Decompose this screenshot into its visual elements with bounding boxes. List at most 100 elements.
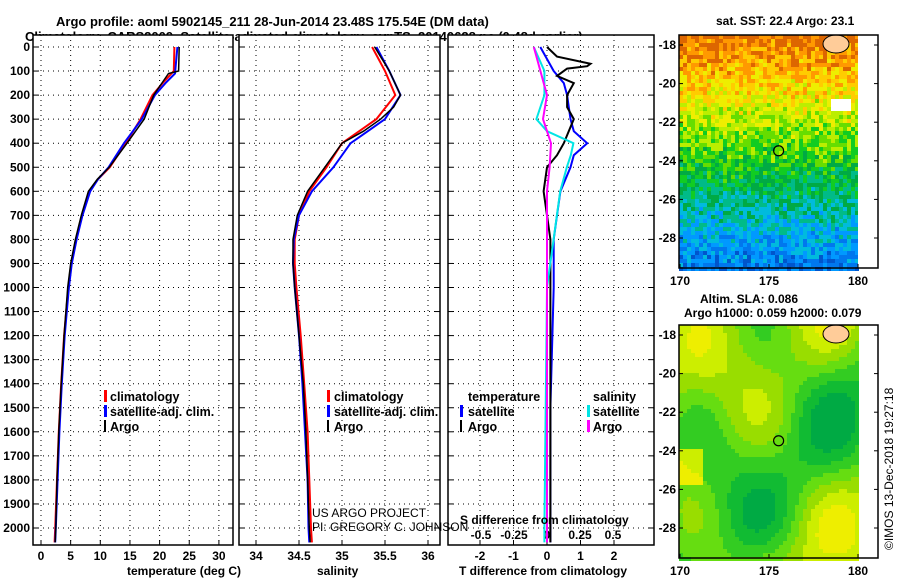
map-cell (819, 67, 823, 71)
map-cell (839, 123, 843, 127)
map-cell (819, 433, 823, 437)
map-cell (755, 341, 759, 345)
map-cell (847, 461, 851, 465)
map-cell (851, 219, 855, 223)
map-cell (743, 39, 747, 43)
map-cell (755, 191, 759, 195)
map-cell (819, 389, 823, 393)
map-cell (827, 255, 831, 259)
map-cell (855, 51, 859, 55)
map-cell (779, 365, 783, 369)
map-cell (731, 357, 735, 361)
map-cell (731, 207, 735, 211)
map-cell (719, 91, 723, 95)
map-cell (727, 401, 731, 405)
map-cell (803, 473, 807, 477)
map-cell (851, 123, 855, 127)
map-cell (755, 139, 759, 143)
map-cell (827, 63, 831, 67)
map-cell (747, 493, 751, 497)
map-cell (775, 83, 779, 87)
map-cell (815, 127, 819, 131)
map-cell (759, 441, 763, 445)
map-cell (759, 159, 763, 163)
map-cell (723, 151, 727, 155)
map-cell (819, 143, 823, 147)
map-cell (815, 341, 819, 345)
map-cell (783, 433, 787, 437)
map-cell (771, 243, 775, 247)
map-cell (771, 365, 775, 369)
map-cell (771, 251, 775, 255)
map-cell (727, 75, 731, 79)
map-cell (779, 163, 783, 167)
map-cell (787, 223, 791, 227)
map-cell (839, 361, 843, 365)
map-cell (691, 501, 695, 505)
map-cell (719, 231, 723, 235)
map-cell (835, 385, 839, 389)
map-cell (731, 123, 735, 127)
map-cell (695, 457, 699, 461)
x-tick-label: 0 (544, 549, 551, 563)
map-cell (739, 203, 743, 207)
map-cell (783, 35, 787, 39)
map-cell (711, 83, 715, 87)
map-cell (815, 369, 819, 373)
map-cell (835, 115, 839, 119)
map-cell (839, 139, 843, 143)
map-cell (775, 155, 779, 159)
map-cell (723, 39, 727, 43)
map-cell (843, 461, 847, 465)
map-cell (775, 373, 779, 377)
map-cell (711, 43, 715, 47)
map-cell (843, 191, 847, 195)
map-cell (771, 219, 775, 223)
map-cell (703, 469, 707, 473)
map-cell (827, 405, 831, 409)
map-cell (843, 159, 847, 163)
map-cell (839, 429, 843, 433)
map-cell (687, 369, 691, 373)
map-cell (847, 469, 851, 473)
map-cell (711, 409, 715, 413)
map-cell (767, 477, 771, 481)
map-cell (731, 135, 735, 139)
map-cell (791, 231, 795, 235)
map-cell (783, 223, 787, 227)
map-cell (855, 365, 859, 369)
map-cell (739, 167, 743, 171)
map-cell (787, 465, 791, 469)
map-cell (711, 457, 715, 461)
map-cell (835, 477, 839, 481)
map-cell (779, 115, 783, 119)
map-cell (703, 461, 707, 465)
map-cell (767, 103, 771, 107)
map-cell (735, 489, 739, 493)
map-cell (739, 243, 743, 247)
map-cell (695, 251, 699, 255)
map-cell (855, 357, 859, 361)
map-cell (807, 195, 811, 199)
map-cell (787, 251, 791, 255)
map-cell (751, 191, 755, 195)
map-cell (679, 329, 683, 333)
map-cell (819, 59, 823, 63)
map-cell (755, 353, 759, 357)
map-cell (835, 183, 839, 187)
map-cell (847, 397, 851, 401)
map-cell (691, 341, 695, 345)
map-cell (711, 135, 715, 139)
map-cell (807, 437, 811, 441)
map-cell (719, 151, 723, 155)
map-cell (755, 135, 759, 139)
map-cell (819, 159, 823, 163)
map-cell (787, 457, 791, 461)
map-cell (743, 325, 747, 329)
map-cell (715, 115, 719, 119)
map-cell (855, 223, 859, 227)
map-cell (707, 191, 711, 195)
map-cell (711, 341, 715, 345)
map-cell (807, 481, 811, 485)
